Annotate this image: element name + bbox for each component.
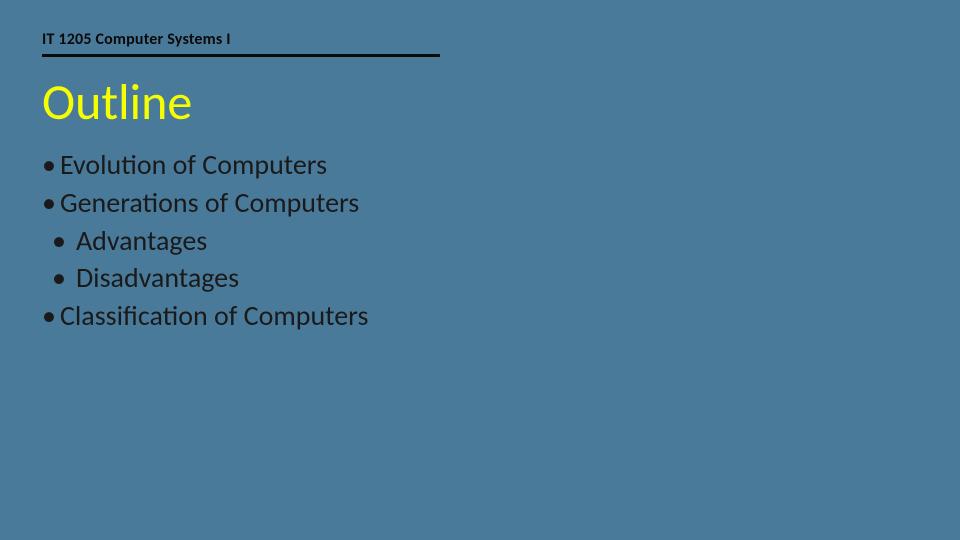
- bullet-icon: •: [52, 259, 66, 297]
- bullet-icon: •: [52, 222, 66, 260]
- list-item: • Disadvantages: [42, 259, 368, 297]
- list-item-label: Advantages: [76, 222, 207, 260]
- list-item: • Evolution of Computers: [42, 146, 368, 184]
- outline-list: • Evolution of Computers • Generations o…: [42, 146, 368, 335]
- bullet-icon: •: [42, 297, 56, 335]
- list-item-label: Classification of Computers: [60, 297, 368, 335]
- list-item: • Advantages: [42, 222, 368, 260]
- list-item-label: Generations of Computers: [60, 184, 359, 222]
- slide-title: Outline: [42, 72, 192, 133]
- bullet-icon: •: [42, 184, 56, 222]
- bullet-icon: •: [42, 146, 56, 184]
- course-header-label: IT 1205 Computer Systems I: [42, 30, 231, 49]
- header-underline: [42, 54, 440, 57]
- list-item-label: Disadvantages: [76, 259, 239, 297]
- list-item-label: Evolution of Computers: [60, 146, 327, 184]
- list-item: • Classification of Computers: [42, 297, 368, 335]
- list-item: • Generations of Computers: [42, 184, 368, 222]
